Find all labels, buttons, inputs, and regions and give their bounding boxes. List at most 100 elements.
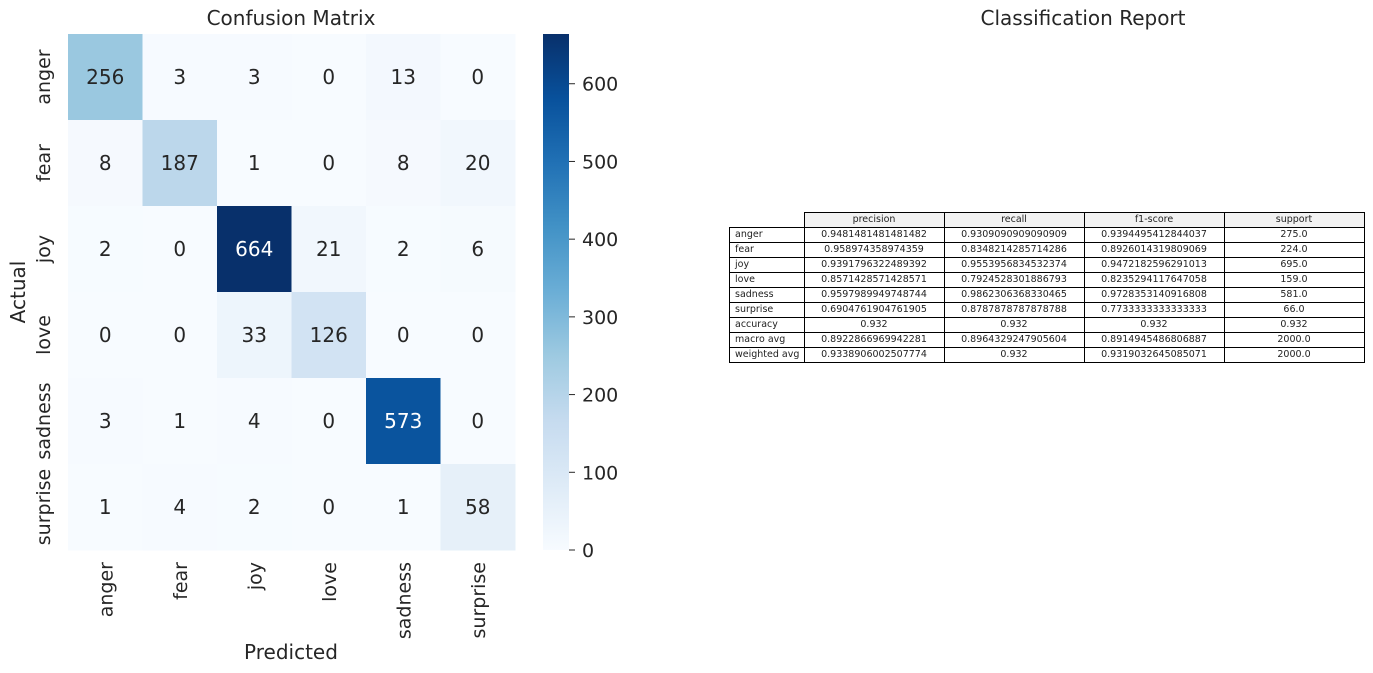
heatmap-cell	[291, 378, 367, 465]
table-cell: 0.6904761904761905	[803, 302, 945, 318]
table-cell: 581.0	[1223, 287, 1365, 303]
x-tick-label: surprise	[468, 562, 490, 639]
heatmap-cell	[142, 34, 218, 121]
heatmap-cell	[142, 292, 218, 379]
cell-value-label: 187	[161, 151, 199, 175]
cell-value-label: 13	[391, 65, 416, 89]
cell-value-label: 0	[322, 151, 335, 175]
colorbar-tick-label: 600	[582, 74, 618, 96]
row-label: joy	[729, 257, 805, 273]
heatmap-cell	[217, 378, 292, 465]
row-label: weighted avg	[729, 347, 805, 363]
y-tick-label: joy	[33, 235, 55, 264]
y-tick-label: surprise	[33, 469, 55, 546]
table-row: sadness 0.9597989949748744 0.9862306368330…	[729, 287, 1365, 303]
cell-value-label: 0	[173, 237, 186, 261]
cell-value-label: 664	[235, 237, 273, 261]
table-row: weighted avg 0.9338906002507774 0.932 0.931…	[729, 347, 1365, 363]
cell-value-label: 1	[173, 409, 186, 433]
table-row: accuracy 0.932 0.932 0.932 0.932	[729, 317, 1365, 333]
row-label: surprise	[729, 302, 805, 318]
report-title: Classification Report	[980, 6, 1186, 30]
y-axis-label: Actual	[6, 261, 30, 324]
cell-value-label: 2	[397, 237, 410, 261]
heatmap-cell	[291, 292, 367, 379]
table-cell: 0.932	[1083, 317, 1225, 333]
colorbar-tick-label: 100	[582, 462, 618, 484]
table-cell: 0.932	[943, 347, 1085, 363]
table-row: love 0.8571428571428571 0.7924528301886793…	[729, 272, 1365, 288]
cell-value-label: 8	[397, 151, 410, 175]
heatmap-cell	[68, 34, 143, 121]
table-cell: 0.958974358974359	[803, 242, 945, 258]
cell-value-label: 58	[465, 495, 490, 519]
row-label: macro avg	[729, 332, 805, 348]
table-cell: 0.9309090909090909	[943, 227, 1085, 243]
table-cell: 0.9391796322489392	[803, 257, 945, 273]
cell-value-label: 0	[322, 409, 335, 433]
heatmap-cell	[217, 292, 292, 379]
table-cell: 2000.0	[1223, 332, 1365, 348]
colorbar-tick-label: 400	[582, 229, 618, 251]
heatmap-cell	[440, 378, 516, 465]
heatmap-cell	[366, 378, 441, 465]
heatmap-cell	[366, 292, 441, 379]
heatmap-cell	[142, 378, 218, 465]
table-cell: 275.0	[1223, 227, 1365, 243]
heatmap-cell	[142, 206, 218, 293]
table-cell: 0.8787878787878788	[943, 302, 1085, 318]
column-header: f1-score	[1083, 212, 1225, 228]
cell-value-label: 4	[248, 409, 261, 433]
cell-value-label: 1	[248, 151, 261, 175]
table-cell: 0.8914945486806887	[1083, 332, 1225, 348]
colorbar-tick-label: 500	[582, 151, 618, 173]
cell-value-label: 573	[384, 409, 422, 433]
heatmap-cell	[291, 464, 367, 551]
x-tick-label: anger	[95, 562, 117, 617]
table-cell: 0.9553956834532374	[943, 257, 1085, 273]
cell-value-label: 1	[397, 495, 410, 519]
cell-value-label: 0	[471, 65, 484, 89]
table-cell: 0.9394495412844037	[1083, 227, 1225, 243]
cell-value-label: 6	[471, 237, 484, 261]
row-label: fear	[729, 242, 805, 258]
heatmap-cell	[440, 206, 516, 293]
heatmap-cell	[68, 464, 143, 551]
table-cell: 0.9481481481481482	[803, 227, 945, 243]
row-label: accuracy	[729, 317, 805, 333]
heatmap-cell	[217, 34, 292, 121]
heatmap-cell	[68, 120, 143, 207]
table-cell: 0.932	[943, 317, 1085, 333]
heatmap-cell	[291, 34, 367, 121]
table-cell: 695.0	[1223, 257, 1365, 273]
table-cell: 0.9597989949748744	[803, 287, 945, 303]
y-tick-label: love	[33, 315, 55, 355]
heatmap-cell	[217, 206, 292, 293]
cell-value-label: 4	[173, 495, 186, 519]
heatmap-cell	[291, 120, 367, 207]
heatmap-cell	[291, 206, 367, 293]
x-tick-label: love	[319, 562, 341, 602]
table-cell: 0.9862306368330465	[943, 287, 1085, 303]
heatmap-cell	[217, 464, 292, 551]
table-cell: 0.9338906002507774	[803, 347, 945, 363]
row-label: love	[729, 272, 805, 288]
table-cell: 0.8571428571428571	[803, 272, 945, 288]
colorbar	[543, 34, 569, 550]
table-cell: 0.8348214285714286	[943, 242, 1085, 258]
cell-value-label: 0	[397, 323, 410, 347]
cell-value-label: 0	[173, 323, 186, 347]
table-row: surprise 0.6904761904761905 0.878787878787…	[729, 302, 1365, 318]
cell-value-label: 2	[248, 495, 261, 519]
cell-value-label: 2	[99, 237, 112, 261]
heatmap-cell	[68, 206, 143, 293]
colorbar-tick-label: 0	[582, 540, 594, 562]
cell-value-label: 33	[242, 323, 267, 347]
row-label: anger	[729, 227, 805, 243]
table-cell: 0.7924528301886793	[943, 272, 1085, 288]
x-tick-label: joy	[244, 562, 266, 591]
column-header: precision	[803, 212, 945, 228]
table-row: joy 0.9391796322489392 0.9553956834532374 0…	[729, 257, 1365, 273]
heatmap-cell	[217, 120, 292, 207]
table-cell: 2000.0	[1223, 347, 1365, 363]
